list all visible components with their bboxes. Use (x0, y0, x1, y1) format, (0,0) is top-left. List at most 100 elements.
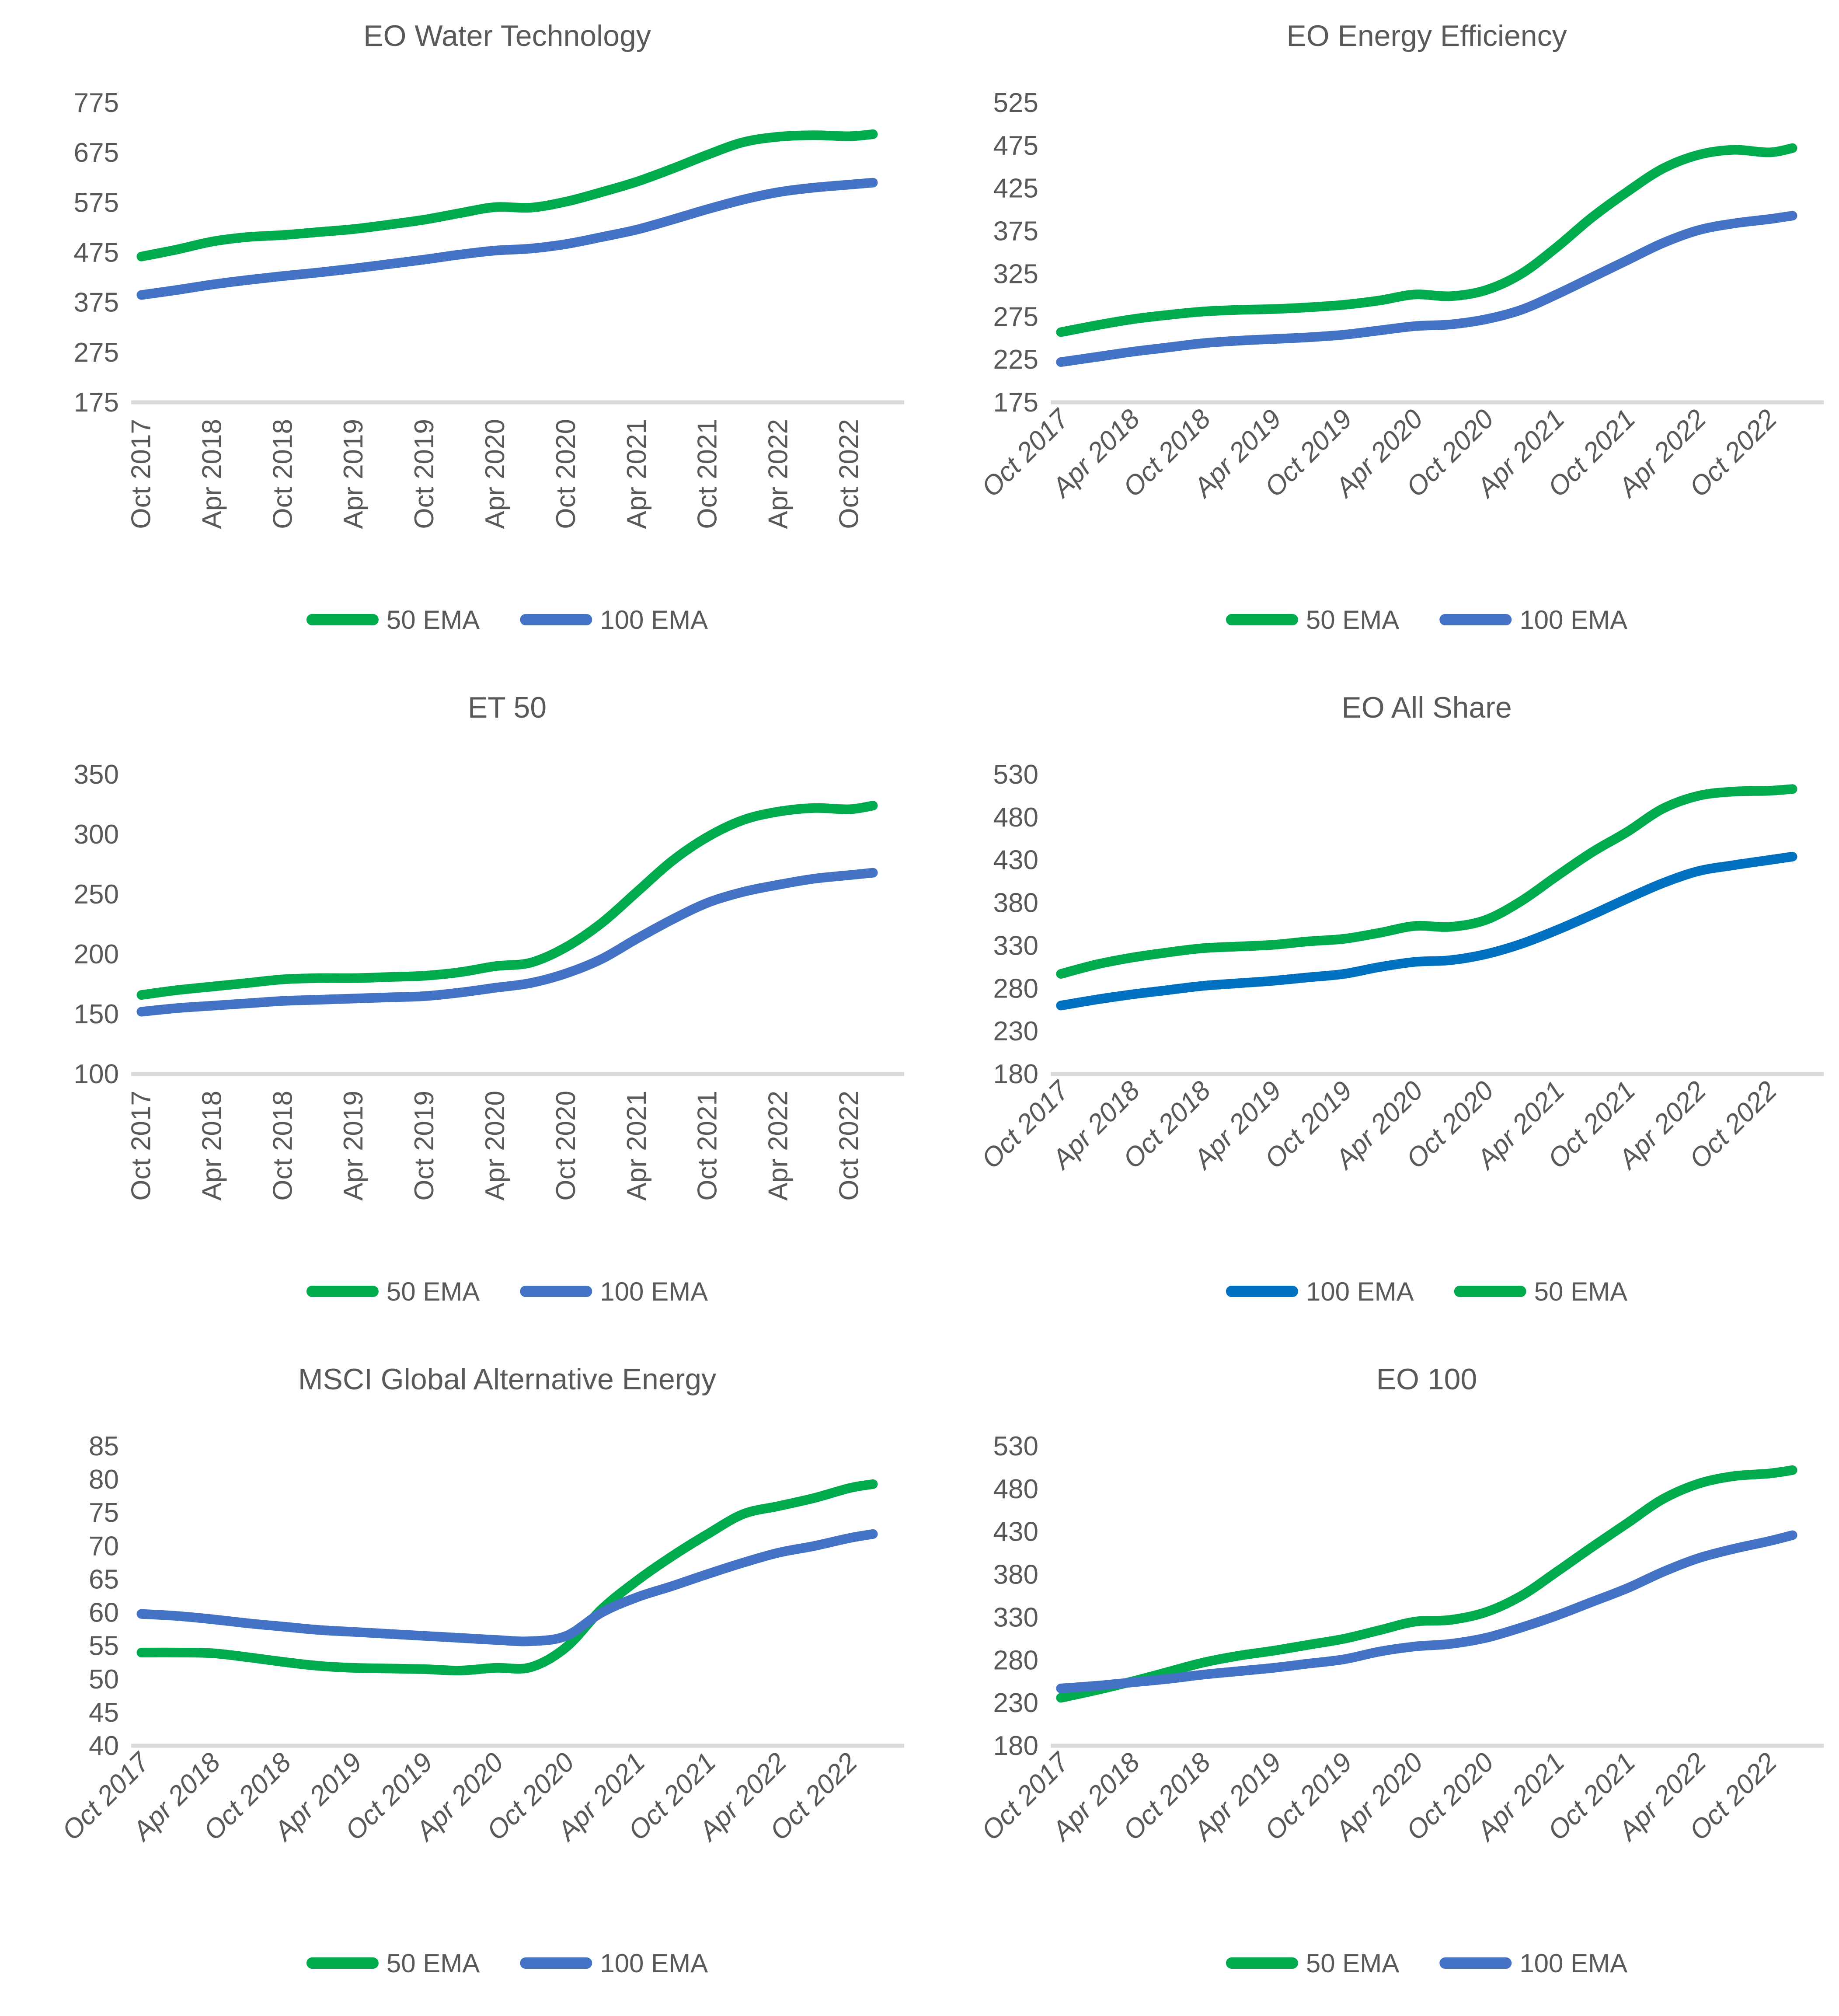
x-axis-tick-label: Apr 2022 (763, 419, 794, 529)
y-axis-tick-label: 475 (74, 238, 119, 268)
legend-marker-100-ema (1226, 1286, 1298, 1297)
y-axis-tick-label: 475 (993, 131, 1038, 161)
y-axis-tick-label: 200 (74, 939, 119, 970)
y-axis-tick-label: 50 (89, 1664, 119, 1695)
y-axis-tick-label: 280 (993, 1645, 1038, 1675)
legend-label-50-ema: 50 EMA (1306, 1949, 1399, 1978)
y-axis-tick-label: 675 (74, 138, 119, 168)
legend: 50 EMA 100 EMA (306, 605, 708, 635)
series-line-100-ema (136, 178, 878, 300)
y-axis-tick-label: 60 (89, 1598, 119, 1628)
chart-et-50: ET 50 100 150 200 250 300 350 Oct 2017 Apr 2018 O… (0, 672, 920, 1343)
y-axis-tick-label: 85 (89, 1431, 119, 1461)
y-axis-tick-label: 40 (89, 1731, 119, 1761)
y-axis-tick-label: 275 (74, 338, 119, 368)
y-axis-tick-label: 230 (993, 1016, 1038, 1046)
y-axis-tick-label: 325 (993, 259, 1038, 289)
legend-marker-50-ema (306, 1957, 379, 1969)
series-line-50-ema (1056, 784, 1797, 979)
legend-label-50-ema: 50 EMA (1534, 1277, 1627, 1306)
x-axis-tick-label: Apr 2020 (480, 419, 510, 529)
legend-marker-100-ema (1439, 614, 1512, 625)
series-line-50-ema (1056, 143, 1797, 337)
series-line-50-ema (136, 1479, 878, 1676)
x-axis-tick-label: Oct 2017 (126, 419, 156, 529)
x-axis-tick-label: Oct 2022 (834, 419, 864, 529)
legend: 50 EMA 100 EMA (306, 1949, 708, 1978)
chart-eo-100: EO 100 180 230 280 330 380 430 480 530 Oct 2017 Ap… (920, 1343, 1839, 2015)
chart-title: ET 50 (468, 691, 547, 724)
legend-label-100-ema: 100 EMA (600, 1277, 708, 1306)
series-line-50-ema (136, 801, 878, 1000)
legend: 50 EMA 100 EMA (1226, 1949, 1627, 1978)
y-axis-tick-label: 280 (993, 973, 1038, 1004)
legend-item-100-ema: 100 EMA (1439, 1949, 1627, 1978)
legend-item-50-ema: 50 EMA (1226, 605, 1399, 635)
chart-msci-global-alternative-energy: MSCI Global Alternative Energy 40 45 50 55 60… (0, 1343, 920, 2015)
x-axis-tick-label: Apr 2019 (338, 419, 369, 529)
chart-title: EO Water Technology (363, 19, 651, 52)
series-line-100-ema (1056, 1530, 1797, 1693)
legend-label-100-ema: 100 EMA (1519, 605, 1627, 635)
series-line-100-ema (1056, 851, 1797, 1011)
x-axis-tick-label: Apr 2021 (622, 1091, 652, 1201)
y-axis-tick-label: 70 (89, 1531, 119, 1561)
y-axis-tick-label: 100 (74, 1059, 119, 1089)
y-axis-tick-label: 300 (74, 820, 119, 850)
y-axis-tick-label: 350 (74, 760, 119, 790)
legend-label-50-ema: 50 EMA (387, 605, 480, 635)
legend-marker-100-ema (1439, 1957, 1512, 1969)
series-line-100-ema (136, 868, 878, 1017)
legend-marker-50-ema (1226, 614, 1298, 625)
y-axis-tick-label: 275 (993, 302, 1038, 332)
x-axis-tick-label: Apr 2018 (197, 1091, 227, 1201)
y-axis-tick-label: 425 (993, 174, 1038, 204)
chart-eo-water-technology: EO Water Technology 175 275 375 475 575 675 775… (0, 0, 920, 672)
x-axis-tick-label: Oct 2019 (409, 1091, 439, 1201)
legend-marker-50-ema (306, 614, 379, 625)
legend-item-50-ema: 50 EMA (1226, 1949, 1399, 1978)
legend: 50 EMA 100 EMA (306, 1277, 708, 1306)
legend-label-100-ema: 100 EMA (600, 605, 708, 635)
legend-label-50-ema: 50 EMA (387, 1949, 480, 1978)
legend-label-50-ema: 50 EMA (387, 1277, 480, 1306)
y-axis-tick-label: 45 (89, 1698, 119, 1728)
y-axis-tick-label: 80 (89, 1465, 119, 1495)
y-axis-tick-label: 180 (993, 1059, 1038, 1089)
legend-label-100-ema: 100 EMA (1306, 1277, 1414, 1306)
y-axis-tick-label: 150 (74, 999, 119, 1029)
legend-item-100-ema: 100 EMA (1439, 605, 1627, 635)
legend-marker-50-ema (306, 1286, 379, 1297)
x-axis-tick-label: Oct 2020 (551, 419, 581, 529)
y-axis-tick-label: 575 (74, 188, 119, 218)
legend-item-100-ema: 100 EMA (1226, 1277, 1414, 1306)
y-axis-tick-label: 230 (993, 1688, 1038, 1718)
x-axis-tick-label: Oct 2020 (551, 1091, 581, 1201)
y-axis-tick-label: 380 (993, 1560, 1038, 1590)
y-axis-tick-label: 65 (89, 1564, 119, 1594)
series-line-100-ema (1056, 211, 1797, 367)
legend-label-50-ema: 50 EMA (1306, 605, 1399, 635)
x-axis-tick-label: Apr 2021 (622, 419, 652, 529)
legend-marker-50-ema (1454, 1286, 1526, 1297)
y-axis-tick-label: 375 (993, 216, 1038, 247)
y-axis-tick-label: 380 (993, 888, 1038, 918)
x-axis-tick-label: Oct 2018 (268, 419, 298, 529)
legend-marker-100-ema (520, 614, 592, 625)
legend-marker-100-ema (520, 1286, 592, 1297)
y-axis-tick-label: 55 (89, 1631, 119, 1661)
legend-item-100-ema: 100 EMA (520, 605, 708, 635)
x-axis-tick-label: Oct 2021 (693, 1091, 723, 1201)
chart-eo-energy-efficiency: EO Energy Efficiency 175 225 275 325 375 425 47… (920, 0, 1839, 672)
y-axis-tick-label: 480 (993, 802, 1038, 833)
x-axis-tick-label: Oct 2019 (409, 419, 439, 529)
chart-canvas-eo-energy-efficiency: EO Energy Efficiency 175 225 275 325 375 425 47… (976, 19, 1824, 635)
x-axis-tick-label: Apr 2020 (480, 1091, 510, 1201)
legend: 50 EMA 100 EMA (1226, 605, 1627, 635)
chart-title: EO Energy Efficiency (1286, 19, 1567, 52)
legend-item-50-ema: 50 EMA (1454, 1277, 1627, 1306)
y-axis-tick-label: 530 (993, 760, 1038, 790)
legend-label-100-ema: 100 EMA (600, 1949, 708, 1978)
